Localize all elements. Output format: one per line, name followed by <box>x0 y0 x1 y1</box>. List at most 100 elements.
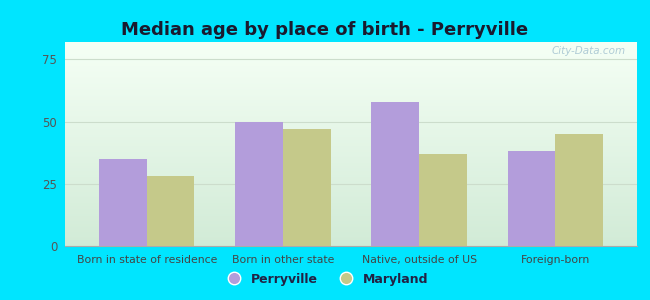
Bar <box>65 239 637 240</box>
Bar <box>65 197 637 198</box>
Bar <box>65 47 637 48</box>
Bar <box>65 77 637 78</box>
Bar <box>65 154 637 155</box>
Bar <box>65 164 637 165</box>
Bar <box>65 221 637 223</box>
Bar <box>65 181 637 182</box>
Bar <box>65 62 637 63</box>
Bar <box>419 154 467 246</box>
Bar <box>65 114 637 116</box>
Bar <box>65 172 637 174</box>
Bar <box>65 70 637 72</box>
Bar <box>65 228 637 229</box>
Bar <box>65 195 637 196</box>
Bar <box>65 137 637 138</box>
Bar <box>65 177 637 178</box>
Bar <box>65 175 637 176</box>
Text: Median age by place of birth - Perryville: Median age by place of birth - Perryvill… <box>122 21 528 39</box>
Bar <box>65 78 637 79</box>
Bar <box>65 231 637 232</box>
Bar <box>65 167 637 169</box>
Bar <box>65 243 637 244</box>
Bar <box>65 146 637 147</box>
Bar <box>65 91 637 92</box>
Bar <box>65 46 637 47</box>
Bar <box>65 224 637 225</box>
Bar <box>65 225 637 226</box>
Bar <box>65 124 637 126</box>
Bar <box>65 60 637 62</box>
Bar <box>65 245 637 246</box>
Bar <box>65 203 637 204</box>
Bar <box>65 194 637 195</box>
Bar <box>65 215 637 216</box>
Bar <box>508 152 555 246</box>
Bar <box>65 100 637 101</box>
Bar <box>65 169 637 170</box>
Bar <box>65 151 637 152</box>
Bar <box>65 119 637 121</box>
Bar <box>65 230 637 231</box>
Bar <box>283 129 331 246</box>
Bar <box>65 138 637 139</box>
Bar <box>65 212 637 213</box>
Bar <box>65 107 637 108</box>
Bar <box>147 176 194 246</box>
Bar <box>65 156 637 157</box>
Bar <box>65 208 637 209</box>
Bar <box>65 84 637 85</box>
Bar <box>65 80 637 81</box>
Bar <box>65 45 637 46</box>
Bar <box>65 118 637 119</box>
Bar <box>65 48 637 49</box>
Bar <box>65 205 637 206</box>
Bar <box>65 63 637 64</box>
Bar <box>371 102 419 246</box>
Bar <box>65 153 637 154</box>
Bar <box>65 155 637 156</box>
Bar <box>65 130 637 131</box>
Bar <box>65 178 637 179</box>
Bar <box>65 90 637 91</box>
Bar <box>65 85 637 86</box>
Bar <box>65 65 637 67</box>
Bar <box>65 182 637 183</box>
Bar <box>65 101 637 102</box>
Bar <box>65 128 637 129</box>
Bar <box>65 98 637 99</box>
Bar <box>235 122 283 246</box>
Bar <box>65 86 637 87</box>
Bar <box>65 144 637 145</box>
Bar <box>65 73 637 74</box>
Bar <box>65 200 637 201</box>
Bar <box>65 240 637 241</box>
Bar <box>65 58 637 59</box>
Bar <box>65 213 637 214</box>
Bar <box>65 202 637 203</box>
Bar <box>65 226 637 228</box>
Bar <box>65 142 637 143</box>
Bar <box>65 108 637 109</box>
Bar <box>65 189 637 190</box>
Bar <box>65 129 637 130</box>
Bar <box>65 170 637 172</box>
Bar <box>65 49 637 50</box>
Bar <box>65 42 637 43</box>
Bar <box>65 88 637 89</box>
Bar <box>65 186 637 187</box>
Bar <box>65 87 637 88</box>
Bar <box>65 93 637 94</box>
Bar <box>65 184 637 185</box>
Bar <box>65 133 637 134</box>
Bar <box>65 89 637 90</box>
Bar <box>65 204 637 205</box>
Bar <box>65 55 637 56</box>
Bar <box>65 237 637 238</box>
Bar <box>65 97 637 98</box>
Bar <box>65 111 637 112</box>
Bar <box>65 50 637 51</box>
Bar <box>65 187 637 188</box>
Bar <box>65 110 637 111</box>
Bar <box>65 147 637 148</box>
Bar <box>65 206 637 207</box>
